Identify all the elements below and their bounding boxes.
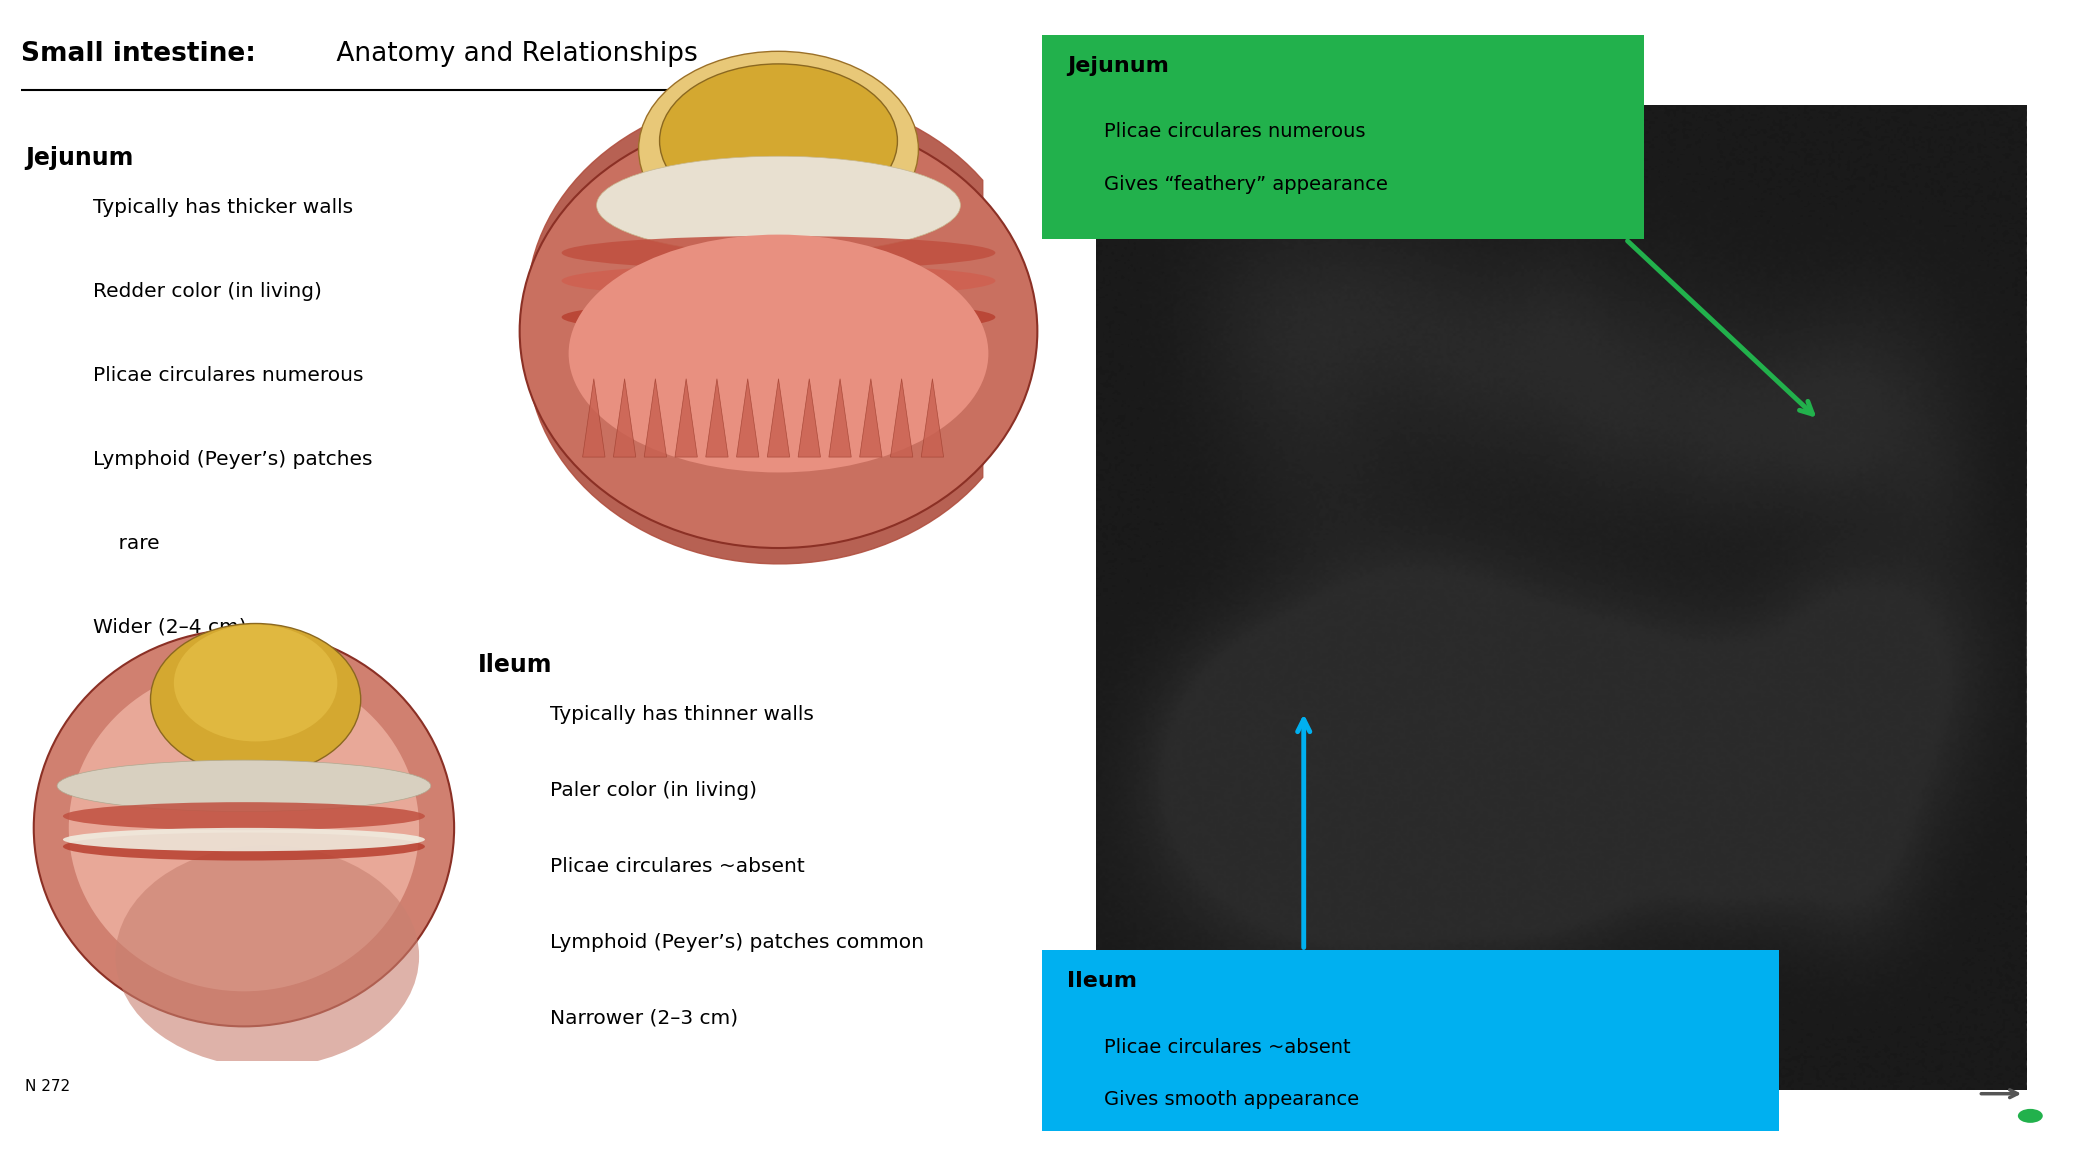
- Text: Lymphoid (Peyer’s) patches: Lymphoid (Peyer’s) patches: [93, 450, 374, 469]
- Text: Plicae circulares numerous: Plicae circulares numerous: [93, 366, 363, 385]
- FancyBboxPatch shape: [1042, 35, 1644, 239]
- Text: Small intestine:: Small intestine:: [21, 41, 255, 66]
- Text: Anatomy and Relationships: Anatomy and Relationships: [328, 41, 698, 66]
- Text: Paler color (in living): Paler color (in living): [550, 781, 758, 800]
- Text: Narrower (2–3 cm): Narrower (2–3 cm): [550, 1009, 739, 1027]
- Text: rare: rare: [93, 534, 160, 553]
- FancyBboxPatch shape: [1042, 950, 1779, 1131]
- Text: Ileum: Ileum: [477, 653, 552, 677]
- Text: Typically has thinner walls: Typically has thinner walls: [550, 705, 814, 724]
- Text: Plicae circulares ~absent: Plicae circulares ~absent: [550, 857, 805, 876]
- Text: Lymphoid (Peyer’s) patches common: Lymphoid (Peyer’s) patches common: [550, 933, 924, 951]
- Text: Jejunum: Jejunum: [1067, 56, 1169, 76]
- Text: Wider (2–4 cm): Wider (2–4 cm): [93, 618, 247, 637]
- Circle shape: [2018, 1109, 2043, 1123]
- Text: Plicae circulares numerous: Plicae circulares numerous: [1104, 122, 1366, 141]
- Text: Gives “feathery” appearance: Gives “feathery” appearance: [1104, 175, 1389, 194]
- Text: Jejunum: Jejunum: [25, 146, 133, 170]
- Text: Gives smooth appearance: Gives smooth appearance: [1104, 1090, 1360, 1109]
- Text: N 272: N 272: [25, 1079, 71, 1094]
- Text: Ileum: Ileum: [1067, 971, 1138, 991]
- Text: Typically has thicker walls: Typically has thicker walls: [93, 198, 353, 217]
- Text: Redder color (in living): Redder color (in living): [93, 282, 322, 301]
- Text: Plicae circulares ~absent: Plicae circulares ~absent: [1104, 1038, 1351, 1056]
